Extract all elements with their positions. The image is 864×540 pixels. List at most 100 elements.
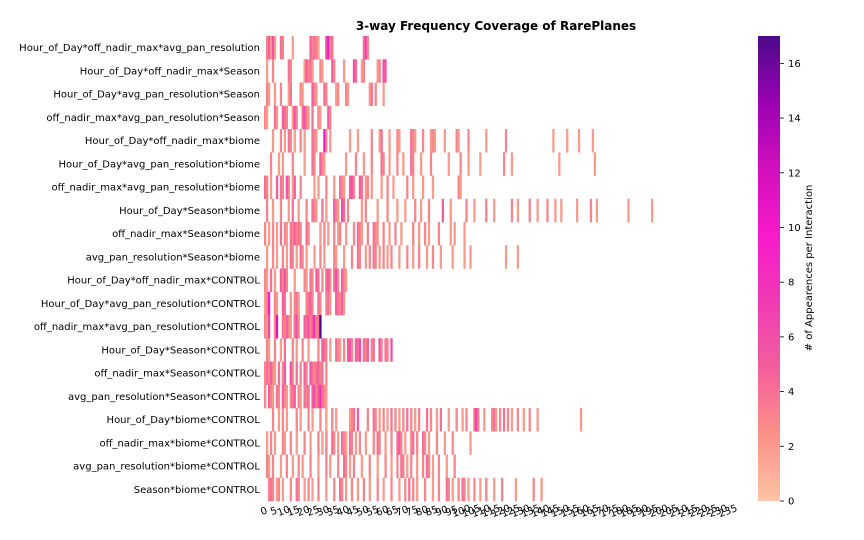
heatmap-cell (344, 477, 348, 502)
heatmap-cell (281, 175, 285, 200)
heatmap-cell (335, 82, 338, 107)
heatmap-cell (348, 338, 352, 362)
heatmap-cell (516, 408, 520, 432)
row-labels: Hour_of_Day*off_nadir_max*avg_pan_resolu… (19, 43, 260, 496)
heatmap-cell (273, 291, 277, 316)
heatmap-cell (406, 454, 409, 479)
heatmap-cell (329, 268, 332, 293)
heatmap-cell (303, 129, 306, 153)
heatmap-cell (453, 454, 456, 479)
heatmap-cell (370, 152, 373, 176)
heatmap-cell (376, 222, 379, 246)
heatmap-cell (463, 222, 466, 246)
heatmap-cell (412, 175, 415, 200)
row-label: off_nadir_max*Season*CONTROL (94, 369, 260, 380)
heatmap-cell (271, 245, 275, 269)
heatmap-cell (447, 152, 450, 176)
heatmap-cell (319, 315, 322, 339)
heatmap-cell (342, 245, 346, 269)
heatmap-cell (311, 59, 314, 83)
heatmap-cell (265, 82, 269, 107)
heatmap-cell (384, 431, 387, 455)
heatmap-cell (366, 175, 369, 200)
heatmap-cell (327, 105, 330, 130)
heatmap-cell (485, 129, 488, 153)
row-label: off_nadir_max*avg_pan_resolution*CONTROL (34, 322, 261, 333)
heatmap-cell (378, 59, 381, 83)
heatmap-cell (449, 198, 452, 223)
heatmap-cell (297, 315, 300, 339)
heatmap-cell (350, 477, 354, 502)
heatmap-cell (285, 222, 288, 246)
heatmap-cell (388, 129, 391, 153)
heatmap-cell (265, 198, 269, 223)
heatmap-cell (410, 431, 413, 455)
heatmap-cell (406, 408, 409, 432)
heatmap-cell (374, 408, 377, 432)
heatmap-cell (269, 477, 273, 502)
heatmap-cell (287, 315, 290, 339)
heatmap-cell (269, 431, 273, 455)
heatmap-cell (311, 36, 314, 60)
heatmap-cell (339, 175, 342, 200)
heatmap-cell (370, 129, 373, 153)
heatmap-cell (414, 129, 417, 153)
heatmap-cell (315, 315, 318, 339)
heatmap-cell (325, 198, 328, 223)
heatmap-cells (264, 36, 654, 502)
heatmap-cell (412, 222, 415, 246)
heatmap-cell (437, 222, 441, 246)
heatmap-cell (267, 338, 271, 362)
heatmap-cell (279, 36, 283, 60)
x-tick-label: 0 (259, 505, 269, 518)
heatmap-cell (335, 268, 338, 293)
heatmap-cell (386, 338, 389, 362)
heatmap-cell (293, 105, 296, 130)
heatmap-cell (390, 454, 393, 479)
heatmap-cell (504, 129, 508, 153)
x-tick-label: 10 (276, 504, 292, 519)
heatmap-cell (309, 431, 312, 455)
heatmap-cell (325, 36, 328, 60)
heatmap-cell (289, 129, 292, 153)
heatmap-cell (398, 477, 401, 502)
heatmap-cell (412, 431, 415, 455)
heatmap-cell (419, 152, 423, 176)
heatmap-cell (311, 105, 314, 130)
heatmap-cell (267, 384, 271, 409)
row-label: off_nadir_max*avg_pan_resolution*biome (52, 183, 261, 194)
heatmap-cell (313, 315, 316, 339)
heatmap-cell (516, 245, 520, 269)
heatmap-cell (337, 338, 340, 362)
heatmap-cell (293, 222, 296, 246)
heatmap-cell (528, 408, 531, 432)
heatmap-cell (443, 129, 446, 153)
heatmap-cell (410, 454, 413, 479)
heatmap-cell (333, 198, 336, 223)
heatmap-cell (380, 338, 383, 362)
heatmap-cell (378, 431, 381, 455)
heatmap-cell (291, 105, 294, 130)
heatmap-cell (344, 222, 348, 246)
heatmap-cell (289, 59, 292, 83)
heatmap-cell (291, 384, 294, 409)
heatmap-cell (364, 36, 367, 60)
heatmap-cell (305, 105, 308, 130)
heatmap-cell (313, 361, 316, 386)
heatmap-cell (313, 384, 316, 409)
heatmap-cell (333, 222, 336, 246)
heatmap-cell (281, 408, 285, 432)
heatmap-cell (368, 454, 371, 479)
heatmap-cell (380, 129, 383, 153)
heatmap-cell (441, 198, 444, 223)
heatmap-cell (439, 245, 443, 269)
heatmap-cell (335, 338, 338, 362)
heatmap-cell (291, 361, 294, 386)
heatmap-cell (281, 361, 285, 386)
heatmap-cell (265, 105, 269, 130)
heatmap-cell (281, 105, 285, 130)
heatmap-cell (271, 129, 275, 153)
heatmap-cell (380, 152, 383, 176)
heatmap-cell (370, 338, 373, 362)
heatmap-cell (281, 477, 285, 502)
